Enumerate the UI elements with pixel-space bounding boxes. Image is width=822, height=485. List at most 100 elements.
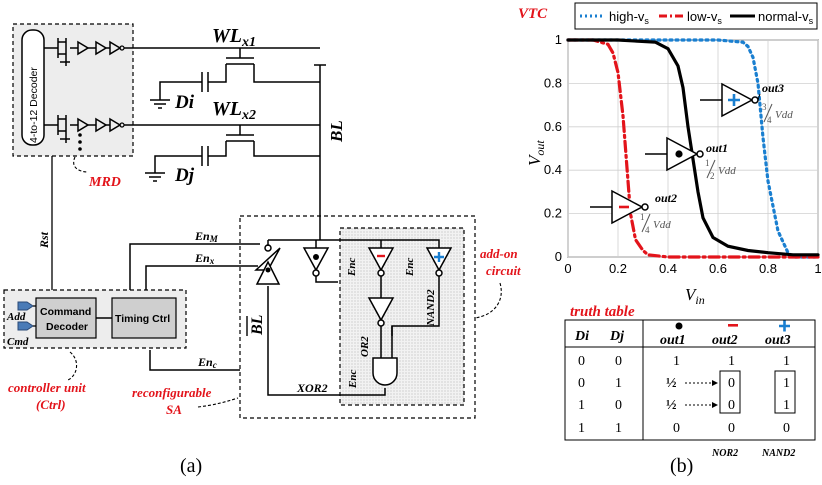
decoder-label: 4-to-12 Decoder (28, 67, 40, 143)
chart-ylabel-sub: out (533, 140, 547, 156)
cell-r3-out3: 0 (783, 421, 790, 436)
legend-box (574, 2, 818, 30)
cell-r1-out2: 0 (728, 376, 735, 391)
enc-vertical-2: Enc (404, 258, 416, 277)
truth-table-title: truth table (570, 304, 635, 320)
dj-label: Dj (174, 165, 195, 186)
wl-x1-label: WLx1 (212, 25, 256, 50)
caption-a: (a) (180, 455, 202, 477)
out3-plus-icon (779, 320, 790, 332)
th-out2: out2 (712, 333, 738, 348)
th-di: Di (574, 329, 589, 344)
cell-r3-di: 1 (578, 421, 585, 436)
or2-label: OR2 (359, 336, 371, 357)
bl-label: BL (327, 120, 346, 143)
row-driver-2 (44, 115, 320, 143)
vtc-label: VTC (518, 6, 548, 22)
x-tick-label: 0.8 (759, 261, 777, 276)
y-tick-label: 0.4 (544, 162, 562, 177)
out3-label: out3 (762, 81, 784, 95)
cell-r1-out1: ½ (666, 376, 677, 391)
sa-inverter-dot (302, 247, 330, 277)
enm-label: EnM (194, 229, 219, 244)
footer-nor2: NOR2 (711, 448, 738, 459)
row-driver-1 (44, 38, 320, 66)
legend-low: low-vs (687, 9, 722, 26)
out1-frac-num: 1 (705, 158, 710, 168)
cell-r0-di: 0 (578, 354, 585, 369)
cell-r1-out3: 1 (783, 376, 790, 391)
di-label: Di (174, 92, 195, 113)
inverter-out1: out1 1 2 Vdd (645, 136, 736, 181)
series-line-high-v-s (566, 38, 820, 259)
chart-ylabel: Vout (525, 140, 547, 166)
y-tick-label: 0 (555, 249, 562, 264)
out3-vdd: Vdd (775, 109, 793, 121)
enc-label: Enc (197, 355, 217, 370)
cell-r0-out1: 1 (673, 354, 680, 369)
series-line-normal-v-s (566, 38, 820, 257)
reconfigurable-sa-block (239, 215, 476, 419)
legend-high: high-vs (609, 9, 649, 26)
decoder-block (21, 29, 45, 146)
out1-label: out1 (706, 141, 728, 155)
out1-frac-den: 2 (710, 171, 715, 181)
timing-ctrl-label: Timing Ctrl (115, 313, 170, 325)
series-line-low-v-s (566, 38, 820, 259)
controller-title-1: controller unit (8, 380, 86, 395)
legend-normal: normal-vs (758, 9, 814, 26)
blbar-label: BL (249, 314, 266, 336)
enc-vertical-3: Enc (347, 370, 359, 389)
xor2-label: XOR2 (296, 381, 328, 395)
enx-label: Enx (194, 251, 215, 266)
chart-grid (567, 39, 819, 258)
reconfig-label-2: SA (166, 402, 182, 417)
out2-label: out2 (655, 191, 677, 205)
truth-table: Di Dj out1 out2 out3 0 0 1 1 1 0 1 ½ 0 1… (564, 319, 816, 459)
panel-a: 4-to-12 Decoder WL (3, 23, 521, 477)
out1-dot-icon (675, 322, 683, 330)
command-decoder-label-1: Command (40, 306, 91, 318)
out2-vdd: Vdd (653, 219, 671, 231)
y-tick-label: 1 (555, 32, 562, 47)
cell-r1-dj: 1 (615, 376, 622, 391)
timing-ctrl-box (111, 297, 177, 339)
cell-r2-out3: 1 (783, 398, 790, 413)
cell-r0-dj: 0 (615, 354, 622, 369)
cell-r1-di: 0 (578, 376, 585, 391)
controller-title-2: (Ctrl) (36, 397, 66, 412)
memory-cell-j (145, 125, 320, 182)
inverter-out3: out3 3 4 Vdd (700, 81, 793, 125)
addon-label-2: circuit (486, 263, 521, 278)
command-decoder-label-2: Decoder (46, 321, 88, 333)
cell-r3-dj: 1 (615, 421, 622, 436)
cell-r0-out3: 1 (783, 354, 790, 369)
rst-label: Rst (37, 231, 51, 249)
chart-xlabel: Vin (685, 285, 705, 307)
footer-nand2: NAND2 (761, 448, 795, 459)
x-tick-label: 0 (564, 261, 571, 276)
y-tick-label: 0.6 (544, 119, 562, 134)
th-out3: out3 (765, 333, 791, 348)
addon-label-1: add-on (480, 246, 518, 261)
x-tick-label: 0.2 (609, 261, 627, 276)
out2-frac-den: 4 (645, 225, 650, 235)
chart-xlabel-sub: in (695, 293, 704, 307)
cell-r2-out2: 0 (728, 398, 735, 413)
out3-frac-den: 4 (767, 115, 772, 125)
or2-gate (372, 357, 398, 386)
out1-vdd: Vdd (718, 165, 736, 177)
memory-cell-i (150, 48, 320, 109)
x-tick-label: 1 (814, 261, 821, 276)
mrd-label: MRD (88, 175, 121, 190)
x-tick-label: 0.4 (659, 261, 677, 276)
out3-frac-num: 3 (762, 102, 767, 112)
cell-r2-di: 1 (578, 398, 585, 413)
cell-r3-out1: 0 (673, 421, 680, 436)
th-out1: out1 (660, 333, 686, 348)
enc-vertical-1: Enc (346, 258, 358, 277)
chart-series (566, 38, 820, 259)
x-tick-label: 0.6 (709, 261, 727, 276)
chart-ticks: 0 0.2 0.4 0.6 0.8 1 0 0.2 0.4 0.6 0.8 1 (544, 32, 822, 276)
